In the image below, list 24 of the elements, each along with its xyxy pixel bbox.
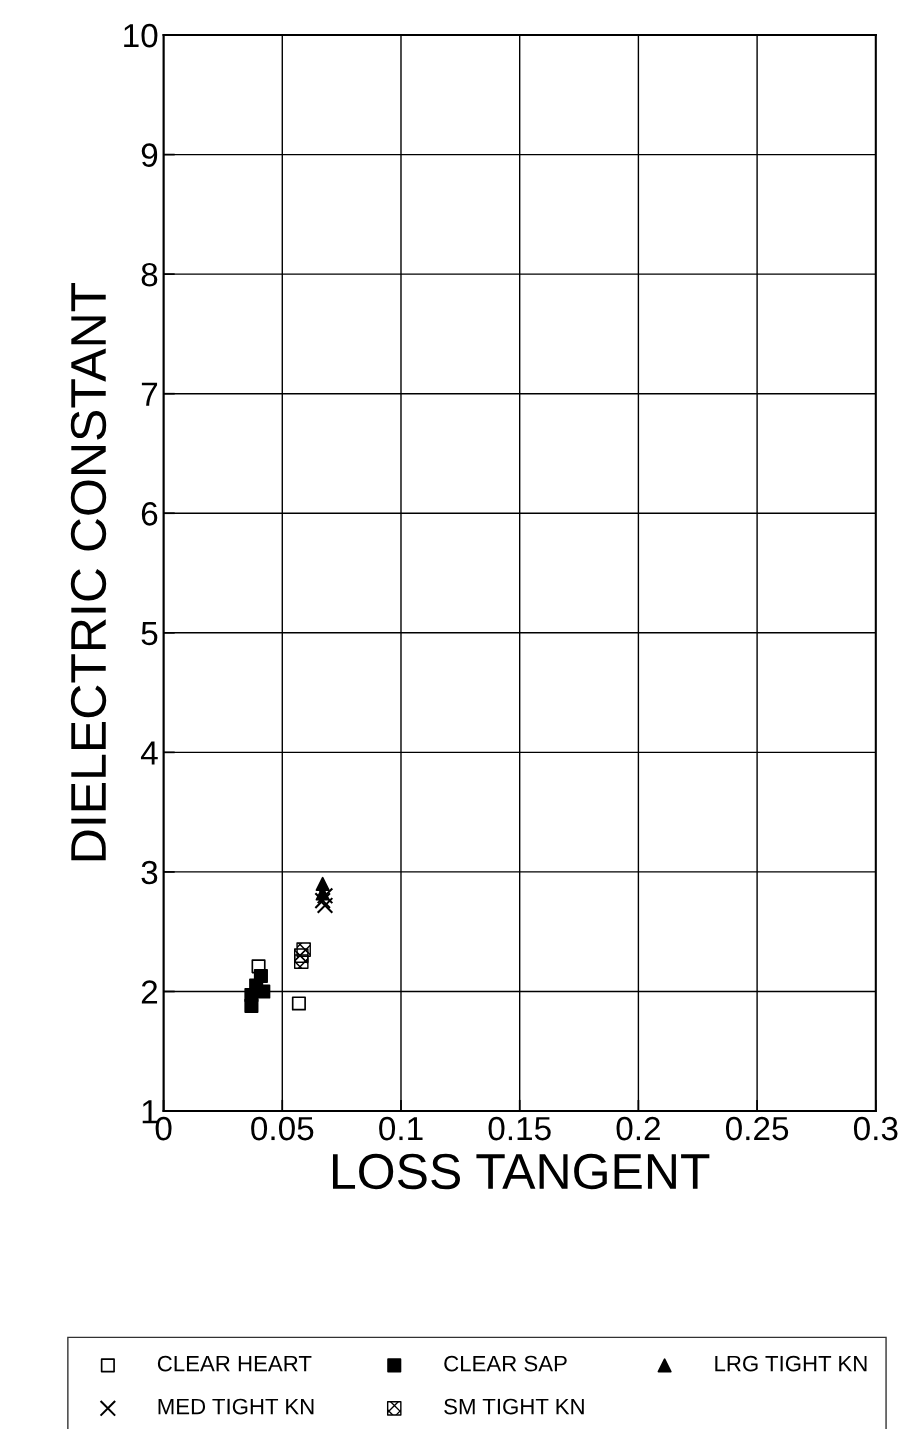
legend-label: CLEAR SAP [444,1355,567,1372]
x-tick-label: 0.25 [725,1116,789,1141]
x-tick-label: 0.1 [379,1116,423,1141]
x-tick-label: 0.15 [488,1116,551,1141]
y-tick-label: 5 [141,621,158,646]
x-axis-title: LOSS TANGENT [332,1153,710,1190]
x-tick-label: 0.2 [616,1116,660,1141]
y-tick-label: 7 [141,382,158,406]
x-tick-label: 0.3 [853,1116,898,1141]
legend-label: CLEAR HEART [157,1355,312,1372]
y-tick-label: 4 [140,741,158,765]
y-tick-label: 1 [142,1100,158,1124]
x-tick-label: 0 [155,1116,172,1141]
legend-label: SM TIGHT KN [444,1398,584,1415]
y-tick-label: 6 [141,502,158,526]
legend-label: LRG TIGHT KN [715,1355,867,1372]
y-tick-label: 9 [141,143,158,167]
legend-label: MED TIGHT KN [158,1398,314,1415]
y-tick-label: 2 [141,980,158,1004]
y-tick-label: 10 [124,23,158,48]
y-axis-title: DIELECTRIC CONSTANT [70,282,107,861]
y-tick-label: 8 [141,262,158,287]
y-tick-label: 3 [141,860,158,885]
x-tick-label: 0.05 [251,1116,314,1141]
